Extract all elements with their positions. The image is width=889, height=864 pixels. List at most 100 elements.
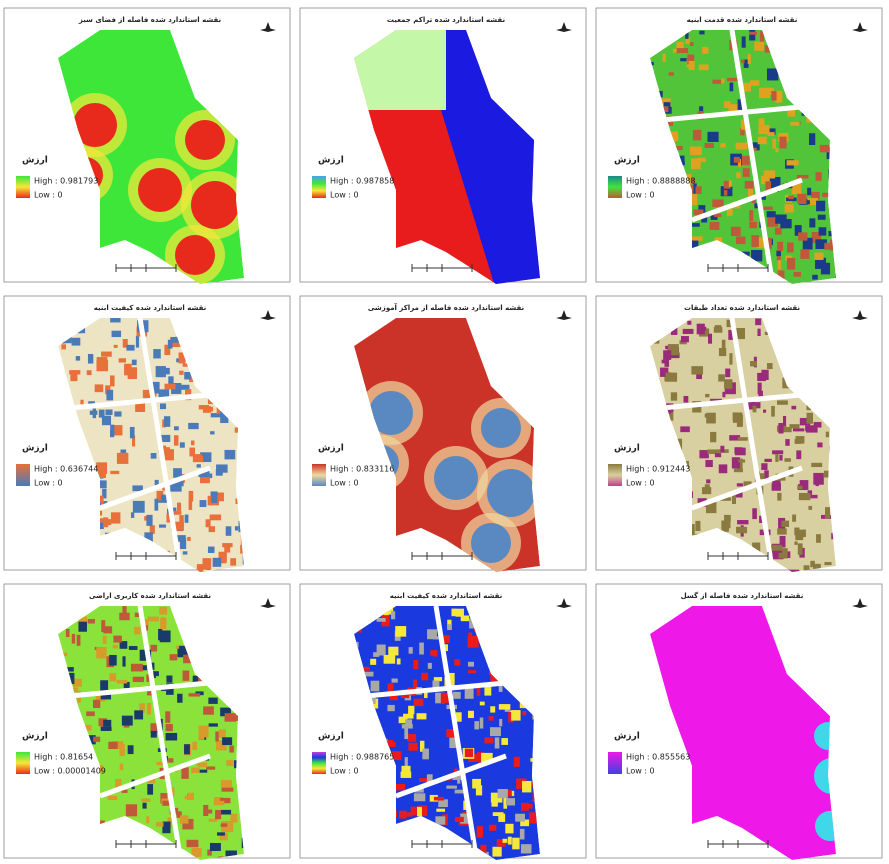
parcel [672, 48, 677, 53]
parcel [384, 741, 396, 747]
parcel [207, 849, 212, 856]
parcel [73, 558, 82, 565]
parcel [122, 656, 126, 667]
parcel [538, 664, 540, 674]
parcel [75, 356, 81, 361]
legend-ramp [16, 176, 30, 198]
parcel [220, 707, 231, 717]
parcel [242, 777, 244, 786]
parcel [79, 565, 83, 572]
parcel [660, 550, 667, 555]
parcel [538, 641, 540, 649]
parcel [215, 810, 222, 820]
street [69, 318, 231, 569]
parcel [802, 390, 808, 400]
parcel [761, 463, 768, 470]
parcel [679, 222, 690, 229]
parcel [766, 211, 776, 218]
parcel [650, 130, 657, 141]
parcel [685, 30, 689, 39]
parcel [729, 435, 741, 441]
parcel [101, 501, 108, 505]
parcel [691, 193, 698, 206]
parcel [433, 677, 443, 682]
parcel [802, 237, 813, 250]
parcel [191, 847, 202, 857]
parcel [834, 419, 836, 431]
parcel [666, 264, 677, 273]
parcel [395, 783, 406, 791]
north-arrow [260, 22, 276, 32]
parcel [190, 636, 203, 647]
parcel [387, 849, 399, 858]
parcel [790, 121, 800, 126]
parcel [132, 435, 136, 447]
parcel [678, 515, 684, 527]
parcel [446, 729, 457, 738]
parcel [775, 227, 782, 235]
legend-low: Low : 0 [330, 767, 359, 776]
zone [471, 523, 511, 563]
parcel [76, 634, 81, 646]
parcel [674, 145, 683, 151]
parcel [218, 551, 227, 563]
scale-bar [411, 840, 473, 848]
parcel [775, 337, 779, 346]
parcel [734, 490, 743, 498]
parcel [804, 371, 815, 384]
parcel [215, 731, 219, 742]
parcel [208, 361, 214, 370]
parcel [535, 797, 540, 807]
parcel [101, 620, 106, 633]
parcel [771, 405, 775, 417]
parcel [86, 711, 95, 717]
parcel [781, 520, 790, 527]
parcel [806, 114, 819, 123]
parcel [228, 654, 234, 667]
parcel [128, 646, 138, 650]
parcel [440, 692, 451, 704]
parcel [100, 693, 112, 700]
parcel [179, 370, 184, 375]
parcel [824, 562, 832, 566]
parcel [234, 760, 242, 769]
parcel [404, 728, 409, 740]
parcel [158, 389, 170, 399]
parcel [58, 517, 61, 525]
parcel [687, 320, 692, 325]
parcel [164, 344, 171, 356]
parcel [833, 80, 836, 86]
parcel [61, 344, 66, 350]
parcel [209, 633, 218, 645]
parcel [794, 438, 802, 444]
parcel [813, 563, 821, 571]
street [69, 606, 231, 857]
parcel [749, 210, 754, 222]
parcel [174, 521, 184, 531]
zone [354, 30, 446, 110]
parcel [813, 422, 822, 428]
parcel [66, 416, 77, 423]
parcel [71, 480, 80, 489]
legend-high: High : 0.988765 [330, 753, 394, 762]
parcel [504, 708, 510, 712]
map-panel: نقشه استاندارد شده تراکم جمعیت ارزش High :… [299, 7, 587, 284]
parcel [488, 664, 500, 676]
parcel [476, 687, 481, 696]
parcel [721, 78, 725, 84]
parcel [503, 797, 508, 809]
parcel [200, 452, 212, 463]
map-area [650, 30, 836, 284]
parcel [784, 69, 796, 74]
parcel [806, 375, 813, 384]
parcel [243, 460, 244, 465]
parcel [122, 338, 128, 348]
north-arrow [556, 310, 572, 320]
parcel [222, 543, 233, 548]
parcel [676, 41, 684, 49]
parcel [520, 802, 529, 811]
parcel [89, 410, 98, 415]
parcel [673, 247, 679, 255]
parcel [736, 483, 743, 487]
parcel [225, 526, 232, 536]
